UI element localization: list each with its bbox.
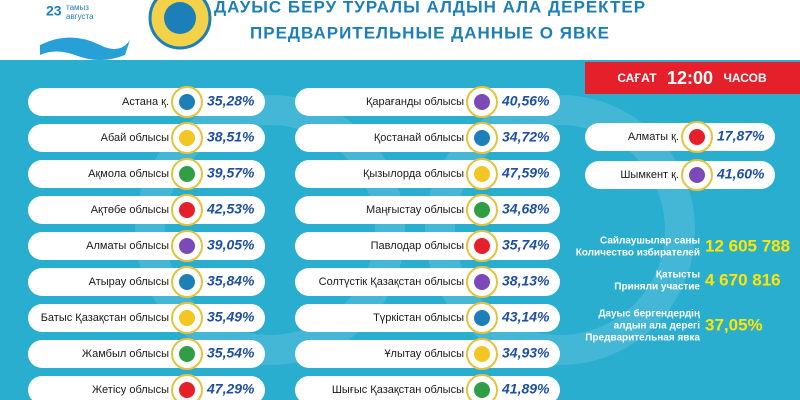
region-percent: 38,13% — [502, 273, 550, 289]
time-label: САҒАТ 12:00 ЧАСОВ — [617, 68, 767, 88]
region-icon-inner — [689, 129, 705, 145]
region-percent: 40,56% — [501, 93, 550, 109]
region-name: Ақтөбе облысы — [91, 204, 169, 216]
time-badge — [585, 62, 800, 94]
region-percent: 38,51% — [207, 129, 255, 145]
region-icon-inner — [474, 94, 490, 110]
region-name: Солтүстік Қазақстан облысы — [319, 276, 464, 288]
logo-line: тамыз — [66, 3, 89, 12]
region-pill — [28, 232, 265, 260]
region-pill — [28, 340, 265, 368]
region-percent: 41,89% — [501, 381, 550, 397]
region-icon-inner — [179, 130, 195, 146]
region-icon-inner — [474, 166, 490, 182]
region-percent: 34,93% — [502, 345, 550, 361]
region-pill — [28, 304, 265, 332]
stat-label: Қатысты — [656, 270, 700, 281]
region-percent: 17,87% — [717, 128, 765, 144]
region-pill — [585, 161, 775, 189]
region-pill — [585, 123, 775, 151]
region-name: Павлодар облысы — [371, 240, 464, 252]
region-icon-inner — [689, 167, 705, 183]
region-icon-inner — [474, 310, 490, 326]
region-pill — [28, 376, 265, 400]
region-icon-inner — [179, 166, 195, 182]
region-name: Ұлытау облысы — [384, 348, 464, 360]
region-percent: 35,74% — [502, 237, 550, 253]
stat-value: 12 605 788 — [705, 236, 790, 255]
region-icon-inner — [474, 202, 490, 218]
region-percent: 34,72% — [502, 129, 550, 145]
region-percent: 35,28% — [207, 93, 255, 109]
stat-label: Количество избирателей — [576, 247, 700, 259]
region-name: Маңғыстау облысы — [366, 204, 464, 216]
region-percent: 42,53% — [206, 201, 255, 217]
region-pill — [28, 88, 265, 116]
stat-label: Приняли участие — [614, 282, 700, 293]
stat-label: Сайлаушылар саны — [600, 236, 700, 247]
region-percent: 47,59% — [501, 165, 550, 181]
region-name: Абай облысы — [101, 132, 169, 144]
region-icon-inner — [179, 238, 195, 254]
logo-flag — [40, 37, 130, 60]
logo-day: 23 — [46, 3, 62, 19]
region-icon-inner — [179, 202, 195, 218]
region-icon-inner — [179, 346, 195, 362]
region-name: Шығыс Қазақстан облысы — [332, 384, 464, 396]
region-name: Ақмола облысы — [88, 168, 169, 180]
region-percent: 47,29% — [206, 381, 255, 397]
region-pill — [28, 160, 265, 188]
stat-label: Дауыс бергендердің — [598, 308, 700, 320]
region-icon-inner — [179, 382, 195, 398]
region-name: Қызылорда облысы — [363, 168, 464, 180]
stat-label: Предварительная явка — [585, 333, 700, 344]
region-name: Қостанай облысы — [374, 132, 464, 144]
region-icon-inner — [179, 310, 195, 326]
region-icon-inner — [474, 238, 490, 254]
region-percent: 35,49% — [207, 309, 255, 325]
time-value: 12:00 — [667, 68, 713, 88]
region-percent: 43,14% — [501, 309, 550, 325]
stat-label: алдын ала дерегі — [614, 321, 701, 332]
region-name: Астана қ. — [122, 96, 169, 108]
region-percent: 39,05% — [207, 237, 255, 253]
region-name: Алматы қ. — [628, 131, 679, 143]
region-pill — [28, 196, 265, 224]
region-name: Түркістан облысы — [373, 312, 464, 324]
region-icon-inner — [474, 130, 490, 146]
region-name: Жетісу облысы — [92, 384, 169, 396]
region-icon-inner — [179, 94, 195, 110]
stat-value: 4 670 816 — [705, 270, 781, 289]
region-name: Жамбыл облысы — [82, 348, 169, 360]
region-name: Қарағанды облысы — [366, 96, 464, 108]
time-ru: ЧАСОВ — [724, 71, 768, 85]
region-icon-inner — [179, 274, 195, 290]
stat-value: 37,05% — [705, 315, 763, 334]
region-name: Алматы облысы — [86, 240, 169, 252]
region-icon-inner — [474, 274, 490, 290]
region-percent: 34,68% — [502, 201, 550, 217]
region-name: Батыс Қазақстан облысы — [41, 312, 169, 324]
subtitle: ПРЕДВАРИТЕЛЬНЫЕ ДАННЫЕ О ЯВКЕ — [250, 23, 610, 42]
region-icon-inner — [474, 382, 490, 398]
region-percent: 35,54% — [207, 345, 255, 361]
region-icon-inner — [474, 346, 490, 362]
region-pill — [28, 124, 265, 152]
region-name: Атырау облысы — [89, 276, 169, 288]
time-kz: САҒАТ — [617, 71, 657, 85]
ornament — [135, 95, 695, 365]
region-percent: 39,57% — [207, 165, 255, 181]
region-pill — [28, 268, 265, 296]
region-name: Шымкент қ. — [620, 169, 679, 181]
region-percent: 41,60% — [716, 166, 765, 182]
logo-line: августа — [66, 12, 94, 21]
regions: Астана қ. 35,28% Абай облысы 38,51% Ақмола о… — [28, 86, 775, 400]
title: ДАУЫС БЕРУ ТУРАЛЫ АЛДЫН АЛА ДЕРЕКТЕР — [214, 0, 646, 16]
emblem-center — [164, 2, 196, 34]
region-percent: 35,84% — [207, 273, 255, 289]
